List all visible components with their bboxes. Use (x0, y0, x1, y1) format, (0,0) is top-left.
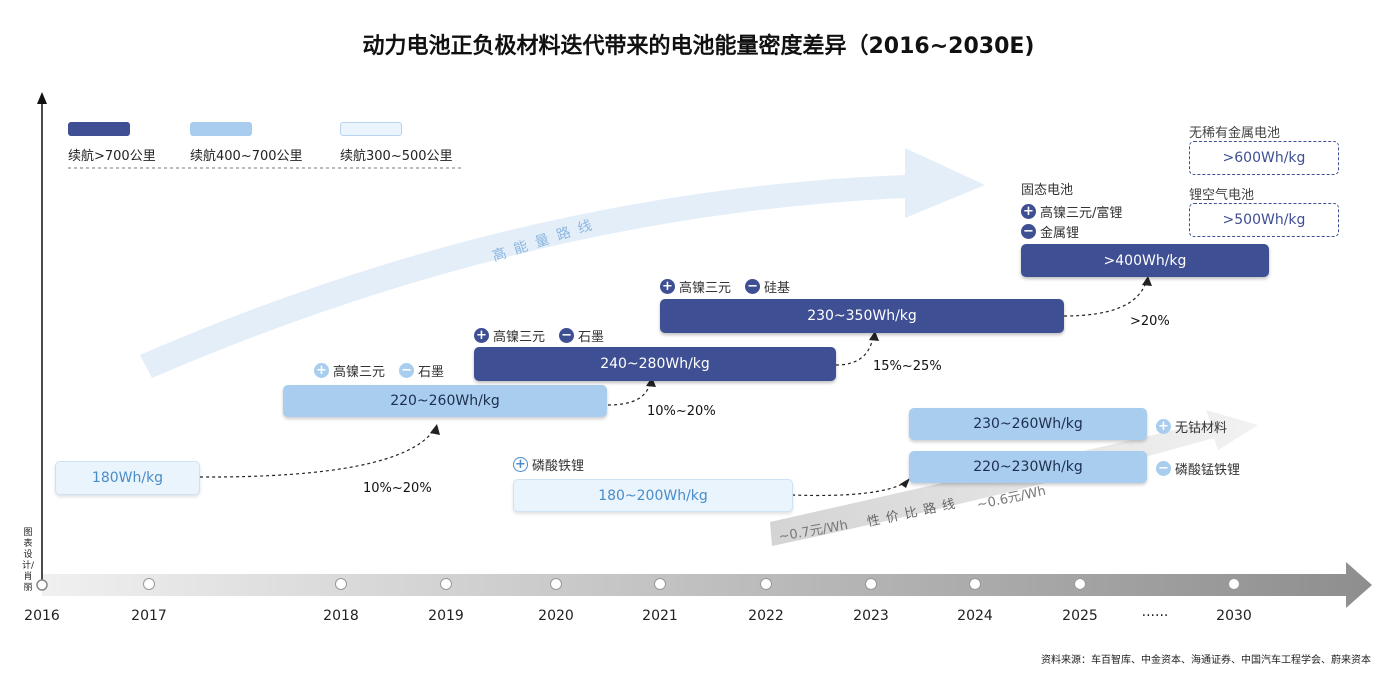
year-label: 2018 (323, 608, 359, 624)
vertical-axis-arrow (37, 92, 47, 104)
note-rare-free: 无稀有金属电池 (1189, 126, 1281, 141)
timeline-axis (42, 562, 1372, 608)
timeline-tick (1228, 578, 1240, 590)
bar-lmfp: 220~230Wh/kg (909, 451, 1147, 483)
year-label: 2023 (853, 608, 889, 624)
note-2018-negative: 石墨 (418, 365, 445, 380)
plus-icon: + (314, 363, 329, 378)
connector-2018-2019 (607, 382, 651, 406)
note-solid-positive: 高镍三元/富锂 (1040, 206, 1123, 221)
year-label: 2030 (1216, 608, 1252, 624)
timeline-tick (1074, 578, 1086, 590)
year-label: 2024 (957, 608, 993, 624)
bar-2018: 220~260Wh/kg (283, 385, 607, 417)
plus-icon: + (1021, 204, 1036, 219)
timeline-tick (143, 578, 155, 590)
bar-lfp: 180~200Wh/kg (513, 479, 793, 512)
plus-icon: + (513, 457, 528, 472)
note-2018: + 高镍三元 − 石墨 (314, 361, 444, 380)
year-label: 2019 (428, 608, 464, 624)
plus-icon: + (1156, 419, 1171, 434)
growth-label-2: 10%~20% (647, 404, 716, 419)
plus-icon: + (660, 279, 675, 294)
note-lfp-positive: 磷酸铁锂 (532, 459, 585, 474)
note-2021-negative: 硅基 (764, 281, 791, 296)
note-li-air: 锂空气电池 (1189, 188, 1255, 203)
arrowhead-2 (646, 377, 656, 387)
box-li-air: >500Wh/kg (1189, 203, 1339, 237)
legend-label-dark: 续航>700公里 (68, 149, 156, 164)
legend-swatch-dark (68, 122, 130, 136)
note-solid-negative: 金属锂 (1040, 226, 1080, 241)
connector-2016-2018 (199, 429, 435, 478)
note-nocobalt-row: + 无钴材料 (1156, 417, 1227, 436)
note-2018-positive: 高镍三元 (333, 365, 386, 380)
high-energy-route-arrow (140, 148, 985, 378)
legend-label-mid: 续航400~700公里 (190, 149, 303, 164)
connector-2019-2021 (835, 336, 874, 366)
timeline-tick (865, 578, 877, 590)
timeline-tick (440, 578, 452, 590)
timeline-tick (654, 578, 666, 590)
bar-2021: 230~350Wh/kg (660, 299, 1064, 333)
timeline-tick (969, 578, 981, 590)
growth-label-1: 10%~20% (363, 481, 432, 496)
year-label: 2022 (748, 608, 784, 624)
arrowhead-3 (869, 331, 879, 341)
arrowhead-5 (900, 478, 910, 488)
note-2019-positive: 高镍三元 (493, 330, 546, 345)
growth-label-4: >20% (1130, 314, 1170, 329)
growth-label-3: 15%~25% (873, 359, 942, 374)
plus-icon: + (474, 328, 489, 343)
timeline-tick (550, 578, 562, 590)
year-label: ······ (1141, 608, 1169, 624)
origin-marker (36, 579, 48, 591)
arrowhead-4 (1142, 276, 1152, 286)
note-2021-positive: 高镍三元 (679, 281, 732, 296)
note-2019-negative: 石墨 (578, 330, 605, 345)
bar-2016: 180Wh/kg (55, 461, 200, 495)
note-nocobalt: 无钴材料 (1175, 421, 1228, 436)
year-label: 2016 (24, 608, 60, 624)
year-label: 2017 (131, 608, 167, 624)
note-solid-positive-row: + 高镍三元/富锂 (1021, 202, 1122, 221)
minus-icon: − (1021, 224, 1036, 239)
minus-icon: − (399, 363, 415, 378)
chart-title: 动力电池正负极材料迭代带来的电池能量密度差异（2016~2030E) (362, 34, 1035, 59)
year-label: 2020 (538, 608, 574, 624)
box-rare-free: >600Wh/kg (1189, 141, 1339, 175)
note-2019: + 高镍三元 − 石墨 (474, 326, 604, 345)
timeline-tick (760, 578, 772, 590)
note-2021: + 高镍三元 − 硅基 (660, 277, 790, 296)
source-note: 资料来源：车百智库、中金资本、海通证券、中国汽车工程学会、蔚来资本 (1041, 655, 1371, 666)
year-label: 2021 (642, 608, 678, 624)
note-lfp-row: + 磷酸铁锂 (513, 455, 584, 474)
minus-icon: − (1156, 461, 1171, 476)
minus-icon: − (559, 328, 575, 343)
bar-2019: 240~280Wh/kg (474, 347, 836, 381)
year-label: 2025 (1062, 608, 1098, 624)
minus-icon: − (745, 279, 761, 294)
arrowhead-1 (430, 424, 440, 435)
note-solid-negative-row: − 金属锂 (1021, 222, 1079, 241)
note-lmfp-row: − 磷酸锰铁锂 (1156, 459, 1240, 478)
note-lmfp: 磷酸锰铁锂 (1175, 463, 1241, 478)
bar-nocobalt: 230~260Wh/kg (909, 408, 1147, 440)
connector-2021-2025 (1063, 281, 1147, 317)
legend-label-light: 续航300~500公里 (340, 149, 453, 164)
connector-lfp-lmfp (791, 481, 907, 497)
timeline-tick (335, 578, 347, 590)
y-axis-label: 图表设计/肖丽 (22, 528, 35, 593)
bar-2025: >400Wh/kg (1021, 244, 1269, 277)
legend-swatch-mid (190, 122, 252, 136)
note-solid-state-title: 固态电池 (1021, 183, 1074, 198)
legend-swatch-light (340, 122, 402, 136)
